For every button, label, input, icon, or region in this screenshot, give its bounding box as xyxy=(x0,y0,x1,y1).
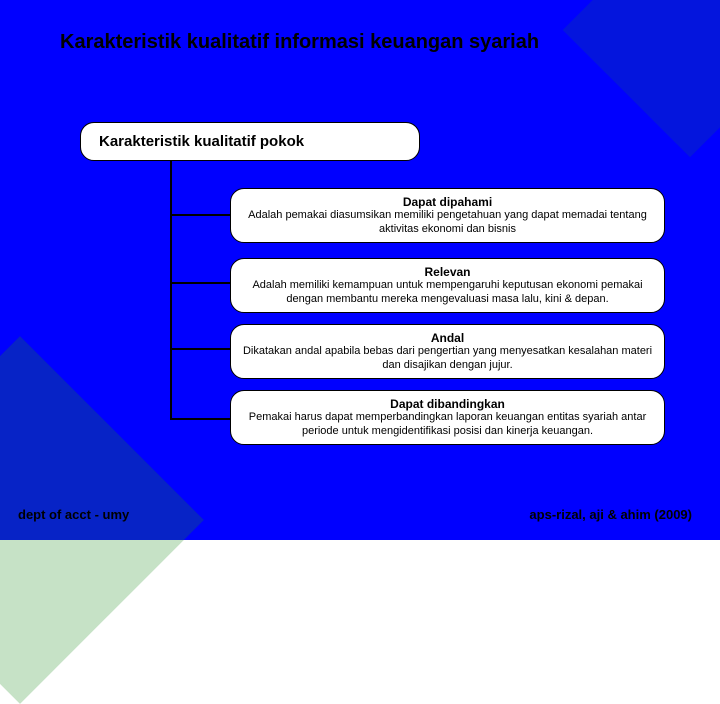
tree-branch-2 xyxy=(170,282,230,284)
tree-branch-4 xyxy=(170,418,230,420)
child-node-1: Dapat dipahami Adalah pemakai diasumsika… xyxy=(230,188,665,243)
tree-branch-1 xyxy=(170,214,230,216)
footer-left: dept of acct - umy xyxy=(18,507,129,522)
child-node-2: Relevan Adalah memiliki kemampuan untuk … xyxy=(230,258,665,313)
child-3-title: Andal xyxy=(241,331,654,345)
child-1-desc: Adalah pemakai diasumsikan memiliki peng… xyxy=(241,209,654,235)
child-4-title: Dapat dibandingkan xyxy=(241,397,654,411)
child-4-desc: Pemakai harus dapat memperbandingkan lap… xyxy=(241,411,654,437)
parent-node: Karakteristik kualitatif pokok xyxy=(80,122,420,161)
child-2-desc: Adalah memiliki kemampuan untuk mempenga… xyxy=(241,279,654,305)
parent-node-label: Karakteristik kualitatif pokok xyxy=(99,133,304,150)
child-3-desc: Dikatakan andal apabila bebas dari penge… xyxy=(241,345,654,371)
tree-branch-3 xyxy=(170,348,230,350)
child-node-4: Dapat dibandingkan Pemakai harus dapat m… xyxy=(230,390,665,445)
child-2-title: Relevan xyxy=(241,265,654,279)
child-1-title: Dapat dipahami xyxy=(241,195,654,209)
child-node-3: Andal Dikatakan andal apabila bebas dari… xyxy=(230,324,665,379)
footer-right: aps-rizal, aji & ahim (2009) xyxy=(529,507,692,522)
slide-title: Karakteristik kualitatif informasi keuan… xyxy=(60,30,620,54)
tree-trunk xyxy=(170,160,172,418)
